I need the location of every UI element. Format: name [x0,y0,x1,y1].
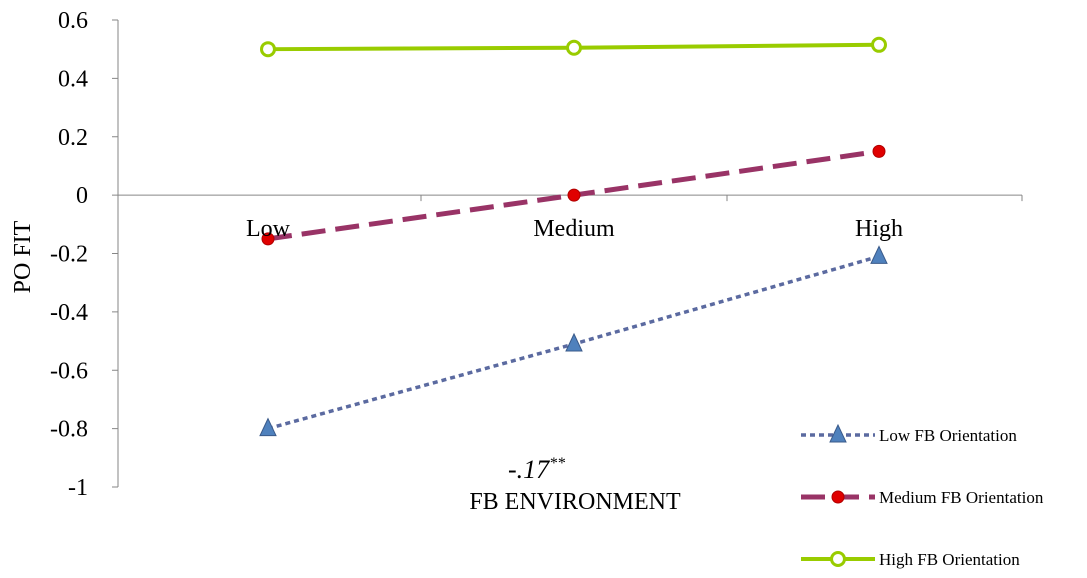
significance-annotation: -.17** [508,455,565,484]
data-point [260,41,276,58]
labels-layer: 0.6 0.4 0.2 0 -0.2 -0.4 -0.6 -0.8 -1 Low Medium Hig… [50,8,903,501]
y-tick-label: -0.6 [50,358,88,384]
data-point [567,188,581,202]
legend: Low FB Orientation Medium FB Orientation H… [801,423,1044,569]
x-tick-label: High [855,216,903,242]
x-tick-label: Medium [533,216,615,242]
x-tick-label: Low [246,216,291,242]
y-tick-label: -1 [68,475,88,501]
data-point [872,144,886,158]
legend-item: High FB Orientation [801,550,1020,569]
y-tick-label: 0 [76,183,88,209]
x-axis-title: FB ENVIRONMENT [469,489,681,515]
legend-item: Low FB Orientation [801,423,1017,445]
y-tick-label: -0.8 [50,417,88,443]
y-tick-label: 0.4 [58,66,88,92]
series-medium-fb-orientation [261,144,886,246]
data-point [261,232,275,246]
y-tick-label: 0.6 [58,8,88,34]
y-tick-label: 0.2 [58,125,88,151]
legend-swatch-marker [829,423,847,443]
legend-item: Medium FB Orientation [801,488,1044,507]
annotation-value: -.17 [508,455,550,484]
legend-swatch-marker [831,490,845,504]
data-point [566,39,582,56]
y-axis-title: PO FIT [10,220,36,293]
legend-label: Medium FB Orientation [879,488,1044,507]
legend-label: High FB Orientation [879,550,1020,569]
legend-label: Low FB Orientation [879,426,1017,445]
data-point [259,417,277,437]
data-point [565,332,583,352]
y-tick-label: -0.2 [50,242,88,268]
series-low-fb-orientation [259,245,888,437]
data-point [870,245,888,264]
series-high-fb-orientation [260,36,887,58]
legend-swatch-marker [830,551,846,567]
y-tick-label: -0.4 [50,300,88,326]
axes [112,19,1023,488]
data-point [871,36,887,53]
annotation-stars: ** [549,455,565,472]
series-layer [259,36,888,437]
